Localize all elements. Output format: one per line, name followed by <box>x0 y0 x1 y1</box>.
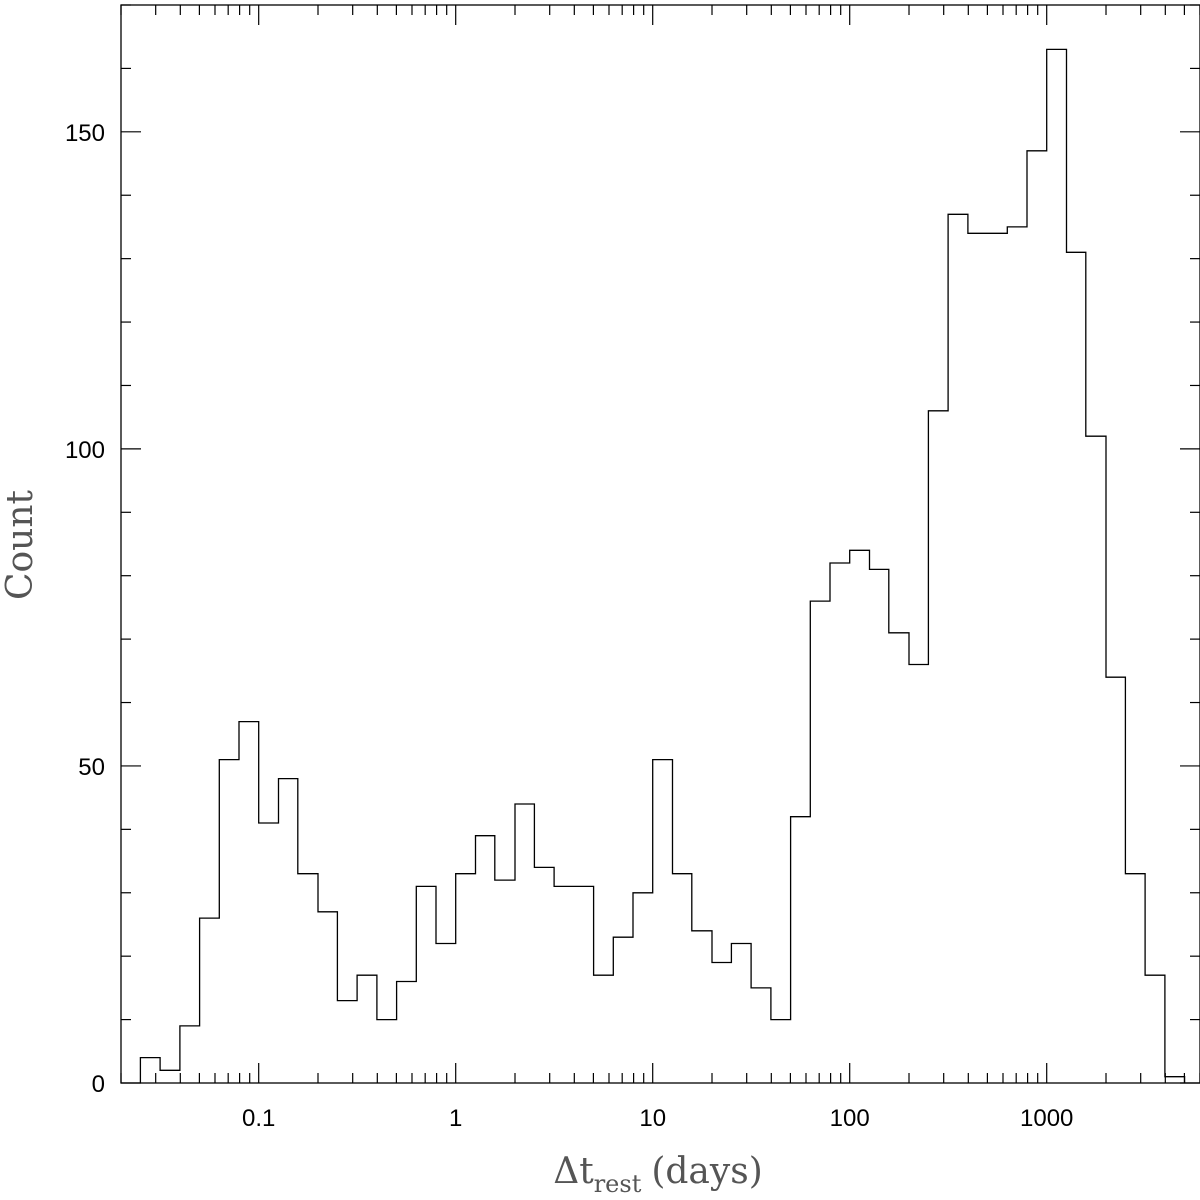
plot-frame <box>120 4 1200 1084</box>
y-tick-label: 150 <box>65 120 105 147</box>
x-tick-labels: 0.1 1 10 100 1000 <box>242 1105 1073 1132</box>
y-tick-label: 100 <box>65 437 105 464</box>
y-tick-label: 0 <box>92 1071 105 1098</box>
y-tick-label: 50 <box>78 754 105 781</box>
y-tick-labels: 0 50 100 150 <box>65 120 105 1098</box>
x-tick-label: 0.1 <box>242 1105 275 1132</box>
x-tick-label: 1000 <box>1020 1105 1073 1132</box>
y-axis-title: Count <box>0 489 41 600</box>
axis-ticks <box>120 4 1200 1084</box>
x-tick-label: 1 <box>449 1105 462 1132</box>
x-tick-label: 100 <box>830 1105 870 1132</box>
x-tick-label: 10 <box>639 1105 666 1132</box>
x-axis-title: Δtrest (days) <box>553 1151 763 1198</box>
histogram-step-line <box>139 48 1186 1083</box>
